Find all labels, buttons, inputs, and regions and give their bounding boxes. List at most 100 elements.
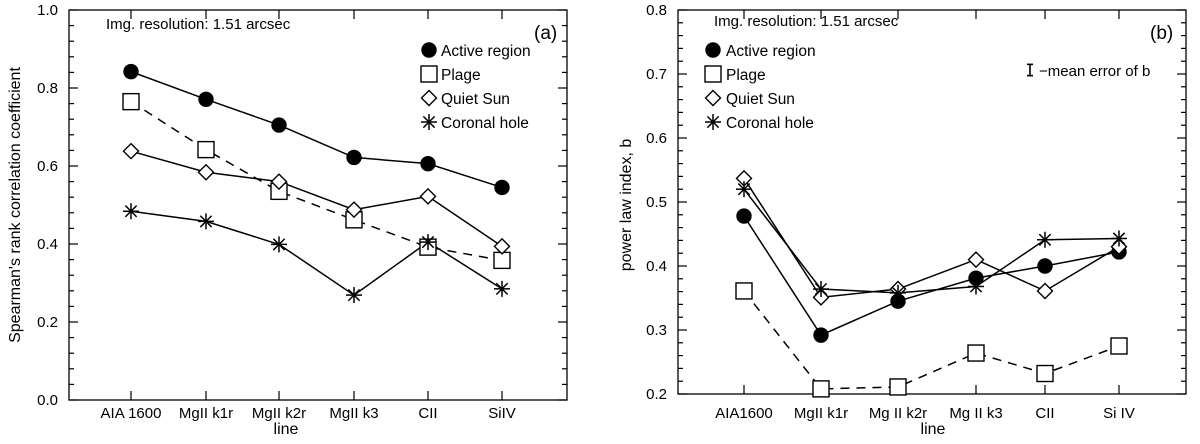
data-point-quiet-sun-mgii-k1r xyxy=(197,163,215,181)
y-tick-label: 1.0 xyxy=(37,2,58,19)
data-point-plage-mg-ii-k3 xyxy=(967,344,985,362)
x-tick-label-mgii-k1r: MgII k1r xyxy=(794,405,848,422)
data-point-coronal-hole-mgii-k1r xyxy=(813,281,829,298)
data-point-quiet-sun-cii xyxy=(1036,282,1054,300)
data-point-coronal-hole-cii xyxy=(1037,231,1053,248)
data-point-coronal-hole-aia-1600 xyxy=(123,203,139,220)
legend-marker-symbol xyxy=(421,114,437,130)
panel-b-legend-coronal-hole: Coronal hole xyxy=(726,115,814,132)
panel-b: Img. resolution: 1.51 arcsec (b) −mean e… xyxy=(618,2,1187,438)
series-line-coronal-hole xyxy=(130,210,503,297)
x-tick-label-siiv: SiIV xyxy=(488,405,516,422)
y-tick-label: 0.6 xyxy=(37,158,58,175)
x-tick-label-mgii-k2r: MgII k2r xyxy=(252,405,306,422)
data-point-quiet-sun-siiv xyxy=(493,237,511,255)
x-tick-label-aia1600: AIA1600 xyxy=(715,405,773,422)
panel-a: Img. resolution: 1.51 arcsec (a) line Sp… xyxy=(7,2,568,438)
panel-b-legend-marker-active-region xyxy=(705,42,721,58)
x-tick-label-mg-ii-k2r: Mg II k2r xyxy=(869,405,927,422)
series-line-coronal-hole xyxy=(743,188,1120,294)
y-tick-label: 0.8 xyxy=(37,80,58,97)
data-point-quiet-sun-cii xyxy=(419,187,437,205)
data-point-active-region-mgii-k1r xyxy=(198,91,214,108)
y-tick-label: 0.5 xyxy=(646,194,667,211)
x-tick-label-mg-ii-k3: Mg II k3 xyxy=(949,405,1002,422)
series-line-quiet-sun xyxy=(743,177,1120,299)
y-tick-label: 0.4 xyxy=(646,258,667,275)
panel-a-legend-coronal-hole: Coronal hole xyxy=(441,115,529,132)
data-point-quiet-sun-mg-ii-k3 xyxy=(967,251,985,269)
panel-a-series xyxy=(122,63,511,304)
data-point-coronal-hole-aia1600 xyxy=(736,181,752,198)
data-point-plage-mg-ii-k2r xyxy=(889,378,907,396)
data-point-active-region-aia1600 xyxy=(736,208,752,224)
legend-marker-symbol xyxy=(420,65,438,83)
panel-a-plot-frame xyxy=(68,9,568,401)
series-line-plage xyxy=(743,290,1120,390)
data-point-active-region-siiv xyxy=(494,179,510,196)
y-tick-label: 0.3 xyxy=(646,322,667,339)
panel-b-legend: Active region Plage Quiet Sun Coronal ho… xyxy=(704,42,816,132)
panel-a-legend-plage: Plage xyxy=(441,67,481,84)
data-point-coronal-hole-mgii-k2r xyxy=(271,236,287,253)
series-line-quiet-sun xyxy=(130,150,503,247)
panel-a-ticks: 0.0 0.2 0.4 0.6 0.8 1.0 AIA 1600 MgII k1r MgII k… xyxy=(37,2,567,422)
x-tick-label-cii: CII xyxy=(418,405,437,422)
legend-marker-symbol xyxy=(704,89,722,107)
panel-b-ticks: 0.2 0.3 0.4 0.5 0.6 0.7 0.8 AIA1600 MgII k1r Mg I… xyxy=(646,2,1186,422)
legend-marker-symbol xyxy=(705,114,721,130)
panel-a-x-axis-label: line xyxy=(274,421,299,438)
data-point-plage-aia-1600 xyxy=(122,92,140,111)
panel-a-label: (a) xyxy=(534,23,557,44)
panel-a-legend-marker-quiet-sun xyxy=(420,89,438,107)
panel-a-legend-marker-active-region xyxy=(421,42,437,58)
y-tick-label: 0.2 xyxy=(37,314,58,331)
panel-a-resolution-note: Img. resolution: 1.51 arcsec xyxy=(106,16,291,33)
data-point-plage-cii xyxy=(1036,364,1054,383)
data-point-plage-mgii-k1r xyxy=(812,380,830,398)
legend-marker-symbol xyxy=(704,65,722,83)
x-tick-label-aia-1600: AIA 1600 xyxy=(101,405,162,422)
data-point-quiet-sun-mgii-k3 xyxy=(345,201,363,219)
data-point-plage-si-iv xyxy=(1110,337,1128,355)
data-point-active-region-aia-1600 xyxy=(123,63,139,80)
data-point-active-region-cii xyxy=(420,155,436,172)
legend-marker-symbol xyxy=(420,89,438,107)
panel-b-legend-marker-quiet-sun xyxy=(704,89,722,107)
panel-b-legend-marker-plage xyxy=(704,65,722,83)
panel-a-legend-quiet-sun: Quiet Sun xyxy=(441,91,510,108)
data-point-coronal-hole-si-iv xyxy=(1111,230,1127,247)
y-tick-label: 0.0 xyxy=(37,392,58,409)
y-tick-label: 0.8 xyxy=(646,2,667,19)
data-point-coronal-hole-cii xyxy=(420,234,436,251)
legend-marker-symbol xyxy=(421,42,437,58)
data-point-active-region-mgii-k1r xyxy=(813,327,829,343)
y-tick-label: 0.4 xyxy=(37,236,58,253)
data-point-coronal-hole-mgii-k1r xyxy=(198,213,214,230)
panel-a-legend-active-region: Active region xyxy=(441,43,531,60)
x-tick-label-si-iv: Si IV xyxy=(1103,405,1135,422)
x-tick-label-cii: CII xyxy=(1035,405,1054,422)
x-tick-label-mgii-k3: MgII k3 xyxy=(329,405,378,422)
panel-a-legend: Active region Plage Quiet Sun Coronal ho… xyxy=(420,42,531,132)
data-point-active-region-cii xyxy=(1037,258,1053,274)
x-tick-label-mgii-k1r: MgII k1r xyxy=(179,405,233,422)
panel-b-mean-error-note: −mean error of b xyxy=(1039,63,1150,80)
y-tick-label: 0.6 xyxy=(646,130,667,147)
panel-b-x-axis-label: line xyxy=(921,421,946,438)
panel-b-legend-active-region: Active region xyxy=(726,43,816,60)
panel-b-legend-plage: Plage xyxy=(726,67,766,84)
data-point-active-region-mgii-k3 xyxy=(346,149,362,166)
panel-b-legend-quiet-sun: Quiet Sun xyxy=(726,91,795,108)
data-point-coronal-hole-siiv xyxy=(494,280,510,297)
data-point-plage-mgii-k1r xyxy=(197,140,215,159)
data-point-quiet-sun-mgii-k2r xyxy=(270,173,288,191)
y-tick-label: 0.2 xyxy=(646,386,667,403)
panel-a-legend-marker-plage xyxy=(420,65,438,83)
data-point-coronal-hole-mgii-k3 xyxy=(346,287,362,304)
series-line-active-region xyxy=(130,70,503,189)
data-point-active-region-mgii-k2r xyxy=(271,117,287,133)
panel-b-label: (b) xyxy=(1150,23,1173,44)
panel-b-resolution-note: Img. resolution: 1.51 arcsec xyxy=(714,13,899,30)
